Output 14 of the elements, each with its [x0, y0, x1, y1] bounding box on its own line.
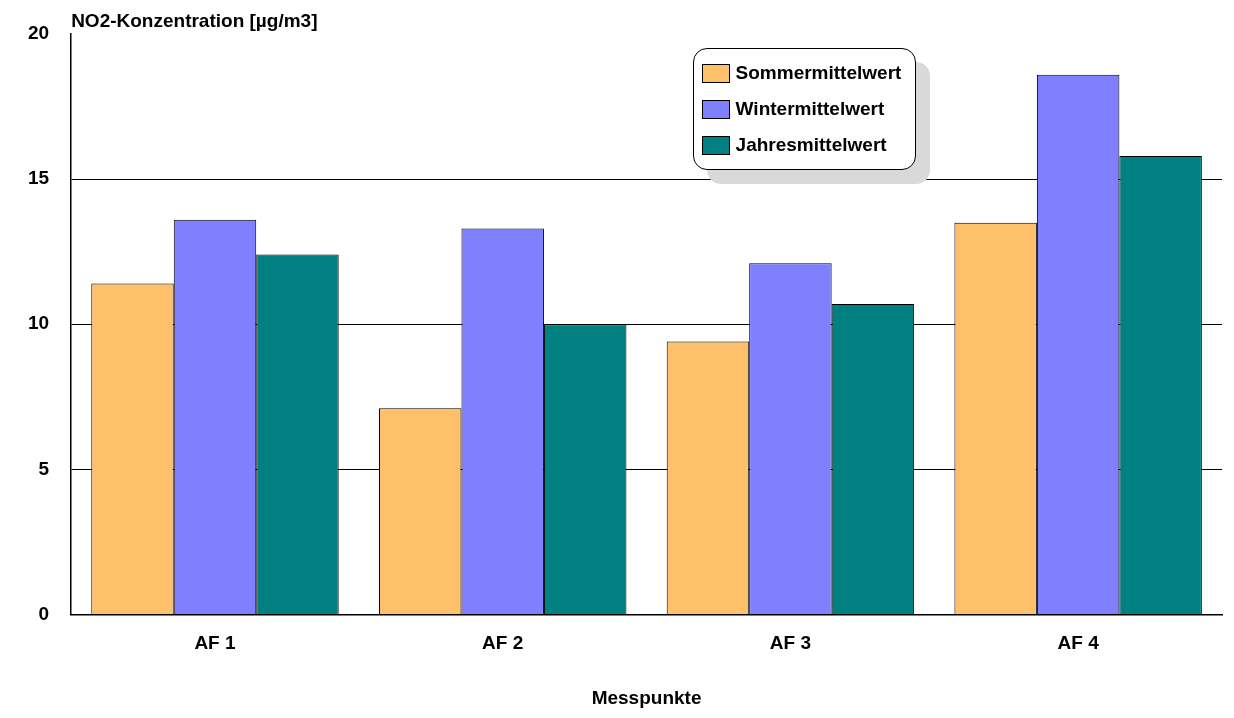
- x-tick-label: AF 4: [1057, 632, 1100, 654]
- y-axis-title: NO2-Konzentration [µg/m3]: [71, 10, 318, 32]
- y-tick-label: 20: [27, 22, 50, 44]
- legend-label: Wintermittelwert: [735, 98, 885, 120]
- y-tick-label: 0: [38, 602, 50, 624]
- y-tick-label: 10: [27, 312, 50, 334]
- legend-label: Sommermittelwert: [735, 62, 902, 84]
- y-tick-label: 5: [38, 457, 50, 479]
- x-tick-label: AF 3: [769, 632, 812, 654]
- y-tick-label: 15: [27, 167, 50, 189]
- x-axis-title: Messpunkte: [591, 686, 702, 708]
- x-tick-label: AF 1: [194, 632, 236, 654]
- x-tick-label: AF 2: [482, 632, 524, 654]
- legend-label: Jahresmittelwert: [735, 134, 887, 156]
